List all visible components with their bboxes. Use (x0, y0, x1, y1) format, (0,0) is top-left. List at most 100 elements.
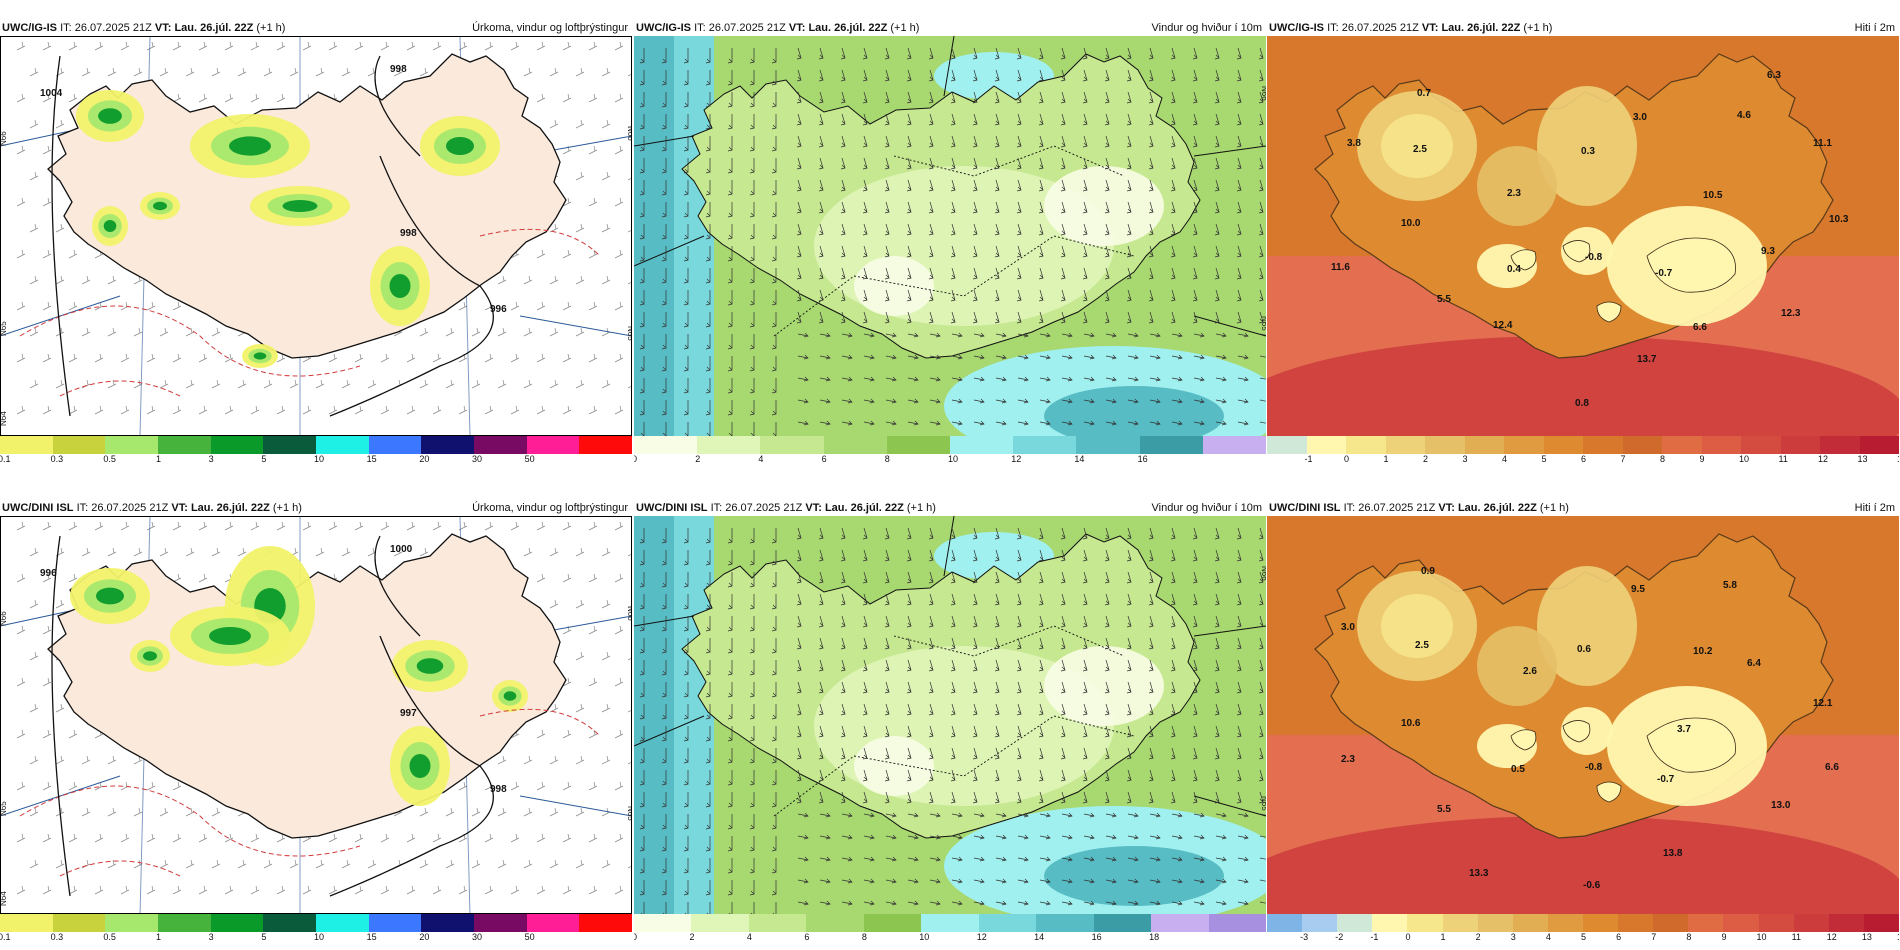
color-swatch (0, 436, 53, 454)
color-swatch (886, 436, 951, 454)
temperature-value: 12.4 (1493, 320, 1513, 331)
temp-panel-igis: UWC/IG-IS IT: 26.07.2025 21Z VT: Lau. 26… (1267, 20, 1899, 464)
temperature-value: 13.0 (1771, 800, 1791, 811)
scale-tick-label: 5 (261, 454, 267, 464)
scale-tick-label: 0.3 (50, 932, 64, 942)
color-swatch (1372, 914, 1408, 932)
scale-tick-label: 7 (1620, 454, 1626, 464)
panel-title: Hiti í 2m (1854, 502, 1895, 514)
temp-map[interactable]: 0.7 6.3 3.8 2.5 0.3 3.0 4.6 11.1 2.3 10.5 10.0 10.3… (1267, 36, 1899, 436)
valid-time: Lau. 26.júl. 22Z (1457, 502, 1537, 514)
scale-tick-label: -1 (1370, 932, 1379, 942)
color-scale-bar (0, 914, 632, 932)
scale-tick-label: 1 (1383, 454, 1389, 464)
color-swatch (1036, 914, 1094, 932)
scale-tick-label: 15 (366, 454, 377, 464)
color-swatch (1385, 436, 1425, 454)
scale-tick-label: 14 (1897, 932, 1899, 942)
isobar-label: 998 (390, 64, 407, 75)
temperature-value: 2.3 (1341, 754, 1355, 765)
color-swatch (1793, 914, 1829, 932)
color-swatch (421, 914, 475, 932)
scale-tick-label: 6 (1581, 454, 1587, 464)
color-swatch (1202, 436, 1266, 454)
panel-header: UWC/IG-IS IT: 26.07.2025 21Z VT: Lau. 26… (636, 22, 1262, 34)
scale-tick-label: 2 (1423, 454, 1429, 464)
color-swatch (158, 436, 211, 454)
wind-map[interactable]: N66 N65 (634, 516, 1266, 914)
wind-map[interactable]: N66 N65 (634, 36, 1266, 436)
color-swatch (806, 914, 864, 932)
valid-time: Lau. 26.júl. 22Z (1441, 22, 1521, 34)
scale-tick-label: 9 (1721, 932, 1727, 942)
scale-tick-label: 13 (1857, 454, 1868, 464)
color-scale-labels: 0.1 0.3 0.5 1 3 5 10 15 20 30 50 (0, 454, 632, 466)
color-swatch (210, 436, 264, 454)
scale-tick-label: 8 (1660, 454, 1666, 464)
temperature-value: 3.0 (1341, 622, 1355, 633)
lead-time: (+1 h) (256, 22, 286, 34)
temperature-value: 3.8 (1347, 138, 1361, 149)
temp-map[interactable]: 0.9 5.8 3.0 9.5 2.5 0.6 10.2 6.4 2.6 12.1 10.6 3.7 2… (1267, 516, 1899, 914)
lead-time: (+1 h) (890, 22, 920, 34)
color-swatch (1583, 436, 1623, 454)
temperature-value: 0.8 (1575, 398, 1589, 409)
temperature-value: 12.1 (1813, 698, 1833, 709)
temperature-value: 3.0 (1633, 112, 1647, 123)
scale-tick-label: 1 (156, 454, 162, 464)
model-name: UWC/IG-IS (1269, 22, 1324, 34)
model-name: UWC/DINI ISL (2, 502, 74, 514)
color-swatch (1622, 436, 1662, 454)
precip-color-scale: 0.1 0.3 0.5 1 3 5 10 15 20 30 50 (0, 914, 632, 946)
scale-tick-label: 15 (366, 932, 377, 942)
panel-header: UWC/DINI ISL IT: 26.07.2025 21Z VT: Lau.… (2, 502, 628, 514)
color-swatch (421, 436, 475, 454)
lead-time: (+1 h) (906, 502, 936, 514)
color-swatch (1512, 914, 1548, 932)
isobar-label: 996 (490, 304, 507, 315)
scale-tick-label: 8 (1686, 932, 1692, 942)
temperature-value: 10.6 (1401, 718, 1421, 729)
latitude-label: N66 (1260, 86, 1266, 101)
scale-tick-label: 4 (758, 454, 764, 464)
isobar-label: 1004 (40, 88, 63, 99)
color-scale-bar (634, 914, 1266, 932)
latitude-label: N66 (0, 611, 8, 626)
color-swatch (950, 436, 1014, 454)
isobar-label: 1000 (390, 544, 413, 555)
scale-tick-label: 6 (804, 932, 810, 942)
scale-tick-label: 10 (314, 932, 325, 942)
color-swatch (1346, 436, 1386, 454)
scale-tick-label: 13 (1861, 932, 1872, 942)
panel-title: Vindur og hviður í 10m (1151, 22, 1262, 34)
color-swatch (1543, 436, 1583, 454)
color-swatch (1093, 914, 1152, 932)
latitude-label: N65 (0, 321, 8, 336)
panel-title: Vindur og hviður í 10m (1151, 502, 1262, 514)
precip-map[interactable]: 1000 996 997 998 N66 N65 N64 N66 N65 (0, 516, 632, 914)
scale-tick-label: 10 (948, 454, 959, 464)
scale-tick-label: 0.5 (103, 454, 116, 464)
color-scale-bar (0, 436, 632, 454)
valid-time: Lau. 26.júl. 22Z (824, 502, 904, 514)
init-time: 26.07.2025 21Z (708, 22, 786, 34)
latitude-label: N64 (0, 411, 8, 426)
latitude-label: N65 (0, 801, 8, 816)
scale-tick-label: 50 (524, 454, 535, 464)
temperature-value: 0.5 (1511, 764, 1525, 775)
latitude-label: N66 (626, 606, 632, 621)
color-swatch (1407, 914, 1443, 932)
model-name: UWC/IG-IS (636, 22, 691, 34)
precip-panel-igis: UWC/IG-IS IT: 26.07.2025 21Z VT: Lau. 26… (0, 20, 632, 464)
scale-tick-label: 12 (1011, 454, 1022, 464)
isobar-label: 998 (490, 784, 507, 795)
color-swatch (263, 914, 317, 932)
temperature-value: -0.7 (1655, 268, 1673, 279)
init-time: 26.07.2025 21Z (1358, 502, 1436, 514)
color-swatch (52, 914, 106, 932)
temperature-value: 5.5 (1437, 804, 1451, 815)
precip-map[interactable]: 998 1004 998 996 N66 N65 N64 N66 N65 (0, 36, 632, 436)
temp-color-scale: -101234567891011121314 (1267, 436, 1899, 468)
color-swatch (263, 436, 317, 454)
color-swatch (158, 914, 211, 932)
